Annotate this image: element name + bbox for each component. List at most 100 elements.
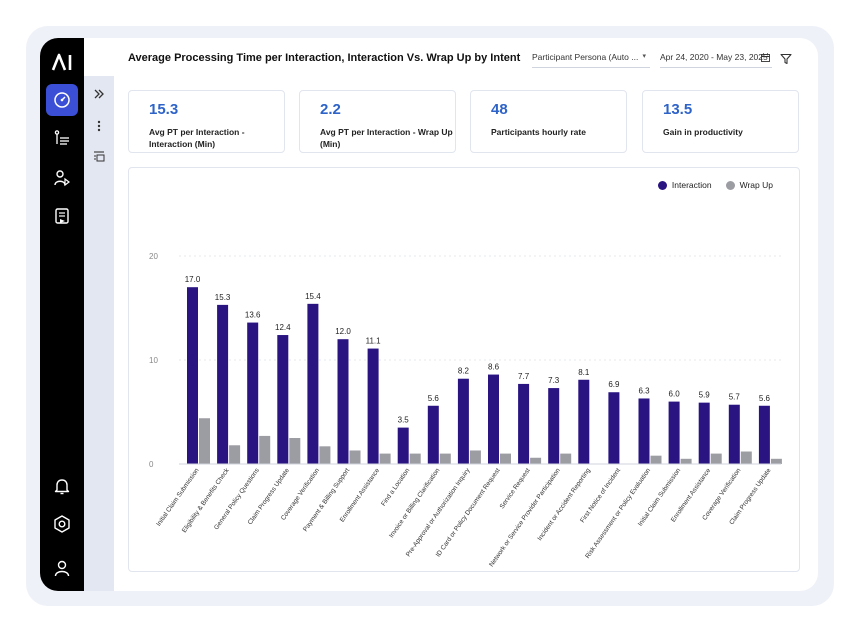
bar-wrap-up xyxy=(560,453,572,464)
bar-interaction xyxy=(307,303,319,464)
nav-dashboard-button[interactable] xyxy=(46,84,78,116)
kpi-value: 2.2 xyxy=(320,101,341,118)
bar-interaction xyxy=(367,348,379,464)
bar-wrap-up xyxy=(379,453,391,464)
data-label: 3.5 xyxy=(398,416,410,425)
bar-interaction xyxy=(247,322,259,464)
bar-wrap-up xyxy=(229,445,241,464)
page-title: Average Processing Time per Interaction,… xyxy=(128,52,521,64)
kpi-label: Avg PT per Interaction - Interaction (Mi… xyxy=(149,127,245,149)
kpi-label: Gain in productivity xyxy=(663,127,743,137)
kpi-card-hourly-rate: 48 Participants hourly rate xyxy=(470,90,627,153)
panel-list-button[interactable] xyxy=(89,146,109,166)
bar-interaction xyxy=(638,398,650,464)
kpi-value: 15.3 xyxy=(149,101,179,118)
x-tick-label: Find a Location xyxy=(380,467,411,508)
bar-interaction xyxy=(518,383,530,464)
bar-interaction xyxy=(337,339,349,464)
legend-item-interaction[interactable]: Interaction xyxy=(657,180,712,190)
bar-interaction xyxy=(668,401,680,464)
settings-button[interactable] xyxy=(46,508,78,540)
data-label: 7.7 xyxy=(518,372,530,381)
bar-wrap-up xyxy=(409,453,421,464)
data-label: 5.7 xyxy=(729,393,741,402)
bar-wrap-up xyxy=(319,446,331,464)
data-label: 5.6 xyxy=(759,394,771,403)
nav-users-button[interactable] xyxy=(46,162,78,194)
more-vertical-icon xyxy=(97,120,101,132)
data-label: 5.9 xyxy=(699,391,711,400)
more-options-button[interactable] xyxy=(89,116,109,136)
bell-icon xyxy=(54,479,70,495)
logo xyxy=(40,50,84,74)
sub-nav xyxy=(84,76,114,591)
x-tick-label: Service Request xyxy=(499,467,532,510)
filter-icon xyxy=(780,53,792,65)
legend-label: Wrap Up xyxy=(739,180,773,190)
dashboard-icon xyxy=(54,92,70,108)
data-label: 15.3 xyxy=(215,293,231,302)
expand-panel-button[interactable] xyxy=(89,84,109,104)
data-label: 13.6 xyxy=(245,311,261,320)
bar-wrap-up xyxy=(349,450,361,464)
x-tick-label: Pre-Approval or Authorization Inquiry xyxy=(405,467,472,559)
calendar-icon xyxy=(761,53,770,64)
data-label: 8.2 xyxy=(458,367,470,376)
data-label: 6.0 xyxy=(669,390,681,399)
nav-list-button[interactable] xyxy=(46,122,78,154)
settings-icon xyxy=(54,515,70,533)
bar-interaction xyxy=(728,404,740,464)
bar-interaction xyxy=(578,379,590,464)
data-label: 12.0 xyxy=(335,327,351,336)
data-label: 8.6 xyxy=(488,363,500,372)
bar-wrap-up xyxy=(740,451,752,464)
bar-wrap-up xyxy=(680,458,692,464)
nav-reports-button[interactable] xyxy=(46,200,78,232)
notifications-button[interactable] xyxy=(46,470,78,502)
date-range-picker[interactable]: Apr 24, 2020 - May 23, 2025 xyxy=(660,52,772,68)
bar-interaction xyxy=(698,402,710,464)
chevron-down-icon: ▾ xyxy=(642,53,646,60)
user-play-icon xyxy=(54,170,70,187)
legend-label: Interaction xyxy=(671,180,712,190)
kpi-label: Avg PT per Interaction - Wrap Up (Min) xyxy=(320,127,453,149)
kpi-card-productivity: 13.5 Gain in productivity xyxy=(642,90,799,153)
bar-interaction xyxy=(217,304,229,464)
bar-wrap-up xyxy=(439,453,451,464)
profile-button[interactable] xyxy=(46,552,78,584)
legend-item-wrap-up[interactable]: Wrap Up xyxy=(725,180,773,190)
x-tick-label: Incident or Accident Reporting xyxy=(536,467,592,542)
bar-interaction xyxy=(187,287,198,464)
bar-interaction xyxy=(457,378,469,464)
double-chevron-right-icon xyxy=(94,89,104,99)
bar-interaction xyxy=(548,388,560,464)
persona-select-value: Participant Persona (Auto ... xyxy=(532,52,639,62)
app-window: Average Processing Time per Interaction,… xyxy=(40,38,818,591)
kpi-value: 48 xyxy=(491,101,508,118)
bar-wrap-up xyxy=(469,450,481,464)
chart-panel: 0 10 20 17.0 Initial Claim Submission 15.3 Eli… xyxy=(128,167,800,572)
persona-select[interactable]: Participant Persona (Auto ... ▾ xyxy=(532,52,650,68)
y-tick-label: 20 xyxy=(149,252,158,261)
kpi-card-wrap-up: 2.2 Avg PT per Interaction - Wrap Up (Mi… xyxy=(299,90,456,153)
date-range-value: Apr 24, 2020 - May 23, 2025 xyxy=(660,52,768,62)
checklist-icon xyxy=(55,208,69,224)
y-tick-label: 0 xyxy=(149,460,154,469)
bar-wrap-up xyxy=(650,455,662,464)
data-label: 17.0 xyxy=(185,275,201,284)
bar-wrap-up xyxy=(199,418,210,464)
left-nav xyxy=(40,38,84,591)
legend-swatch xyxy=(725,180,735,190)
bar-interaction xyxy=(397,427,409,464)
data-label: 11.1 xyxy=(366,337,382,346)
filter-button[interactable] xyxy=(780,52,794,66)
y-tick-label: 10 xyxy=(149,356,158,365)
bar-interaction xyxy=(427,405,439,464)
x-tick-label: Invoice or Billing Clarification xyxy=(388,467,442,539)
kpi-value: 13.5 xyxy=(663,101,693,118)
bar-wrap-up xyxy=(710,453,722,464)
bar-wrap-up xyxy=(530,457,542,464)
data-label: 15.4 xyxy=(305,292,321,301)
bar-wrap-up xyxy=(259,435,271,464)
